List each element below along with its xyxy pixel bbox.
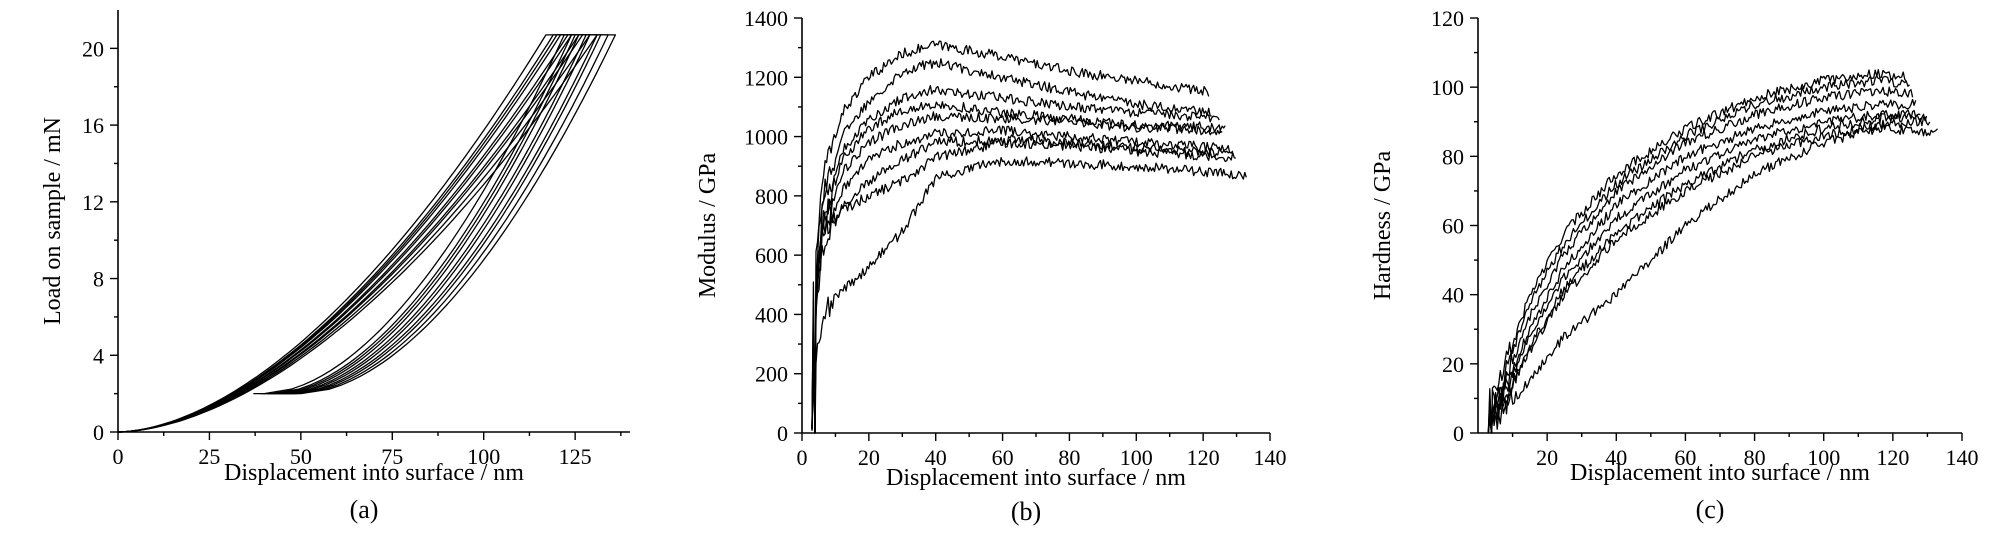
chart-c-y-tick-label: 20	[1442, 352, 1464, 377]
chart-c-series-line	[1487, 123, 1938, 434]
chart-c-series-line	[1487, 75, 1910, 434]
chart-b-svg: 0 20 40 60 80 100 120 1400200400600800100012001…	[695, 6, 1287, 526]
chart-c-caption: (c)	[1696, 495, 1725, 524]
chart-a-caption: (a)	[350, 495, 379, 524]
chart-a-svg: 0 25 50 75 100 125 0 4 8 12 16 20 Displacement into …	[40, 10, 630, 524]
chart-b-x-tick-label: 100	[1120, 445, 1153, 470]
chart-b-x-tick-label: 140	[1254, 445, 1287, 470]
chart-b-y-tick-label: 0	[777, 421, 788, 446]
chart-b-y-axis-label: Modulus / GPa	[695, 152, 721, 298]
chart-b-x-tick-label: 60	[992, 445, 1014, 470]
chart-c-x-tick-label: 140	[1946, 445, 1979, 470]
chart-a-y-tick-label: 16	[82, 113, 104, 138]
chart-b-series-line	[811, 58, 1212, 434]
chart-b-x-tick-label: 0	[797, 445, 808, 470]
chart-c-y-tick-label: 60	[1442, 214, 1464, 239]
chart-b-x-tick-label: 120	[1187, 445, 1220, 470]
chart-c-x-axis-label: Displacement into surface / nm	[1570, 460, 1870, 486]
chart-b-y-tick-label: 200	[755, 362, 788, 387]
chart-c-x-tick-label: 80	[1744, 445, 1766, 470]
chart-c-y-tick-label: 0	[1453, 421, 1464, 446]
chart-c-series-line	[1487, 109, 1921, 434]
chart-b-series-line	[811, 134, 1234, 434]
chart-c-series-line	[1487, 86, 1914, 434]
chart-a-x-axis-label: Displacement into surface / nm	[224, 460, 524, 486]
chart-b-x-tick-label: 80	[1058, 445, 1080, 470]
chart-c-x-tick-label: 20	[1536, 445, 1558, 470]
chart-b-series-line	[811, 40, 1210, 434]
chart-b-series-line	[811, 156, 1247, 434]
chart-b-x-tick-label: 20	[858, 445, 880, 470]
chart-c-x-tick-label: 100	[1807, 445, 1840, 470]
chart-c-svg: 20 40 60 80 100 120 140020406080100120Displace…	[1370, 6, 1979, 524]
chart-a-x-tick-label: 50	[290, 444, 312, 469]
chart-a-x-tick-label: 0	[113, 444, 124, 469]
chart-a: 0 25 50 75 100 125 0 4 8 12 16 20 Displacement into …	[0, 0, 670, 531]
chart-a-y-tick-label: 20	[82, 36, 104, 61]
chart-c-series-line	[1487, 112, 1928, 434]
chart-b-y-tick-label: 600	[755, 243, 788, 268]
chart-a-series-line	[117, 34, 587, 433]
chart-a-x-tick-label: 100	[467, 444, 500, 469]
chart-c-x-tick-label: 120	[1876, 445, 1909, 470]
chart-c-x-tick-label: 40	[1605, 445, 1627, 470]
chart-c-series-line	[1487, 116, 1931, 434]
chart-b-caption: (b)	[1011, 497, 1041, 526]
chart-b-series-line	[811, 137, 1236, 434]
chart-c-y-tick-label: 120	[1431, 6, 1464, 31]
chart-c-y-tick-label: 80	[1442, 144, 1464, 169]
chart-c-series-line	[1487, 98, 1917, 434]
chart-c-y-tick-label: 100	[1431, 75, 1464, 100]
chart-a-y-tick-label: 4	[93, 343, 104, 368]
chart-c-x-tick-label: 60	[1674, 445, 1696, 470]
chart-b-x-tick-label: 40	[925, 445, 947, 470]
chart-b-y-tick-label: 1200	[744, 65, 788, 90]
chart-a-x-tick-label: 125	[559, 444, 592, 469]
chart-b-series-line	[811, 111, 1226, 434]
chart-b-x-axis-label: Displacement into surface / nm	[886, 465, 1186, 491]
chart-a-y-axis-label: Load on sample / mN	[40, 117, 66, 325]
chart-b-y-tick-label: 800	[755, 184, 788, 209]
chart-b-y-tick-label: 1000	[744, 125, 788, 150]
chart-a-y-tick-label: 0	[93, 420, 104, 445]
chart-b-series-line	[811, 125, 1231, 434]
chart-a-y-tick-label: 8	[93, 267, 104, 292]
chart-c: 20 40 60 80 100 120 140 0 20 40 60 80 100 120 Displace…	[1340, 0, 2008, 531]
chart-a-x-tick-label: 25	[198, 444, 220, 469]
chart-b-series-line	[811, 85, 1220, 434]
chart-a-y-tick-label: 12	[82, 190, 104, 215]
chart-c-y-axis-label: Hardness / GPa	[1370, 151, 1396, 301]
chart-a-x-tick-label: 75	[381, 444, 403, 469]
chart-a-series-line	[117, 34, 609, 433]
chart-b-y-tick-label: 1400	[744, 6, 788, 31]
chart-b-y-tick-label: 400	[755, 302, 788, 327]
chart-c-series-line	[1487, 69, 1907, 434]
chart-c-y-tick-label: 40	[1442, 283, 1464, 308]
chart-b: 0 20 40 60 80 100 120 140 0 200 400 600 800 1000 1200 1…	[670, 0, 1340, 531]
chart-a-series-line	[117, 34, 580, 433]
chart-a-series-line	[117, 34, 617, 433]
